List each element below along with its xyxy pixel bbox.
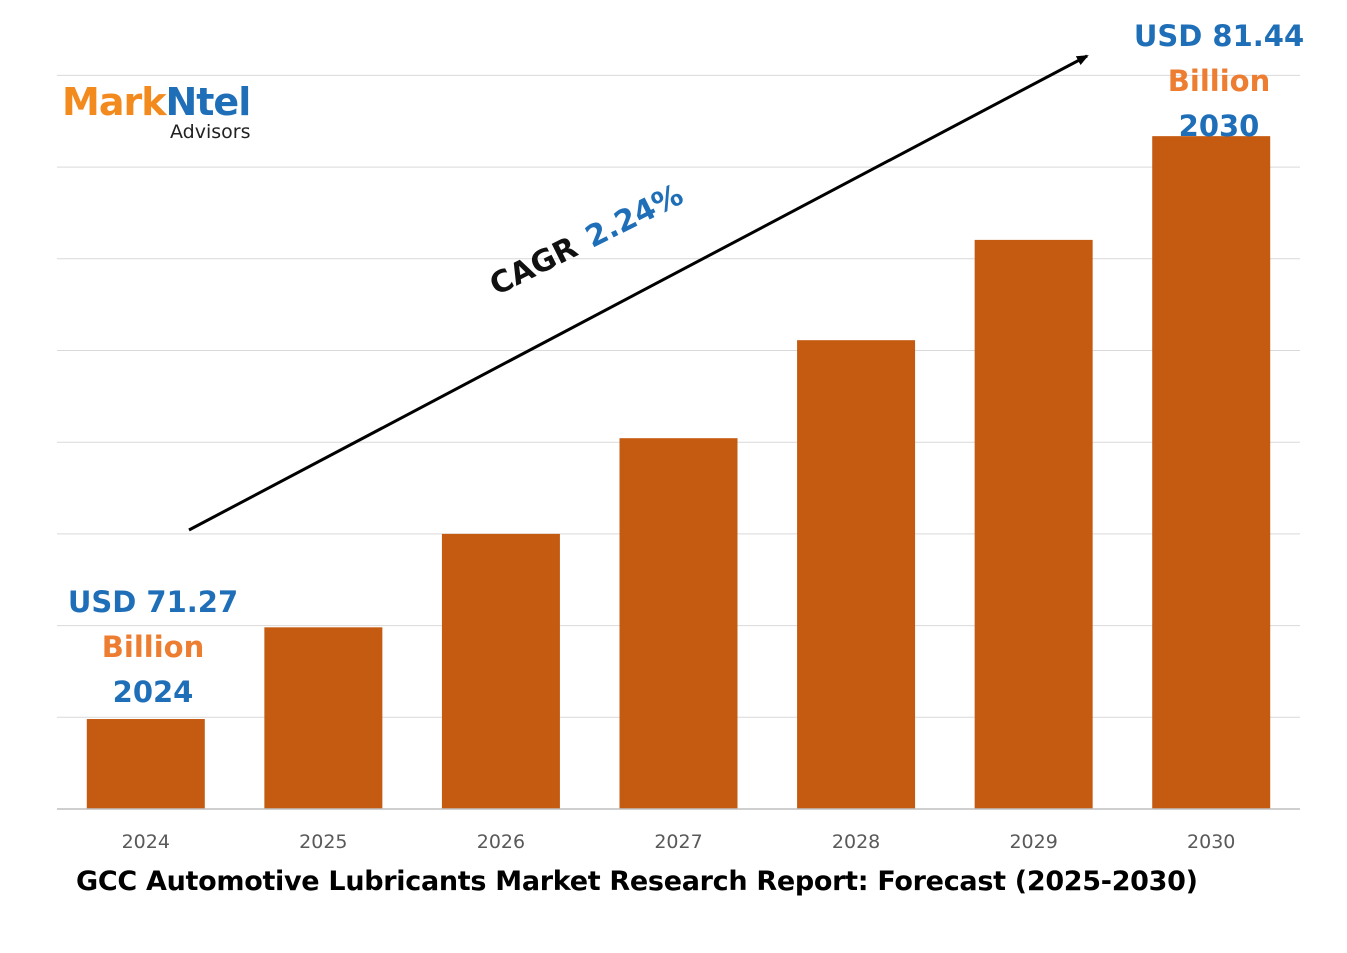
- x-tick-label-2030: 2030: [1187, 831, 1235, 853]
- x-tick-label-2027: 2027: [654, 831, 702, 853]
- x-tick-label-2029: 2029: [1009, 831, 1057, 853]
- bar-2030: [1152, 136, 1271, 809]
- marknetel-logo: MarkNtel Advisors: [62, 80, 262, 150]
- x-tick-labels: 2024 2025 2026 2027 2028 2029 2030: [122, 831, 1236, 853]
- x-tick-label-2025: 2025: [299, 831, 347, 853]
- x-tick-label-2028: 2028: [832, 831, 880, 853]
- end-value-callout: USD 81.44 Billion 2030: [1114, 14, 1324, 149]
- end-year: 2030: [1178, 109, 1260, 143]
- x-tick-label-2026: 2026: [477, 831, 525, 853]
- bar-2025: [264, 627, 383, 809]
- logo-wordmark-part1: Mark: [62, 80, 166, 124]
- start-amount: USD 71.27: [67, 585, 239, 619]
- logo-wordmark: MarkNtel: [62, 80, 251, 124]
- bar-2029: [974, 239, 1093, 810]
- bar-2026: [441, 533, 560, 809]
- bar-2024: [86, 719, 205, 809]
- bar-2028: [797, 340, 916, 809]
- start-year: 2024: [112, 675, 194, 709]
- start-value-callout: USD 71.27 Billion 2024: [53, 580, 253, 715]
- bar-2027: [619, 438, 738, 809]
- report-title: GCC Automotive Lubricants Market Researc…: [76, 866, 1198, 897]
- logo-tagline: Advisors: [170, 121, 251, 143]
- logo-wordmark-part2: Ntel: [165, 80, 251, 124]
- end-unit: Billion: [1167, 64, 1271, 98]
- end-amount: USD 81.44: [1133, 19, 1305, 53]
- cagr-trend-arrow: [188, 54, 1089, 532]
- start-unit: Billion: [101, 630, 205, 664]
- x-tick-label-2024: 2024: [122, 831, 170, 853]
- bars: [86, 136, 1271, 810]
